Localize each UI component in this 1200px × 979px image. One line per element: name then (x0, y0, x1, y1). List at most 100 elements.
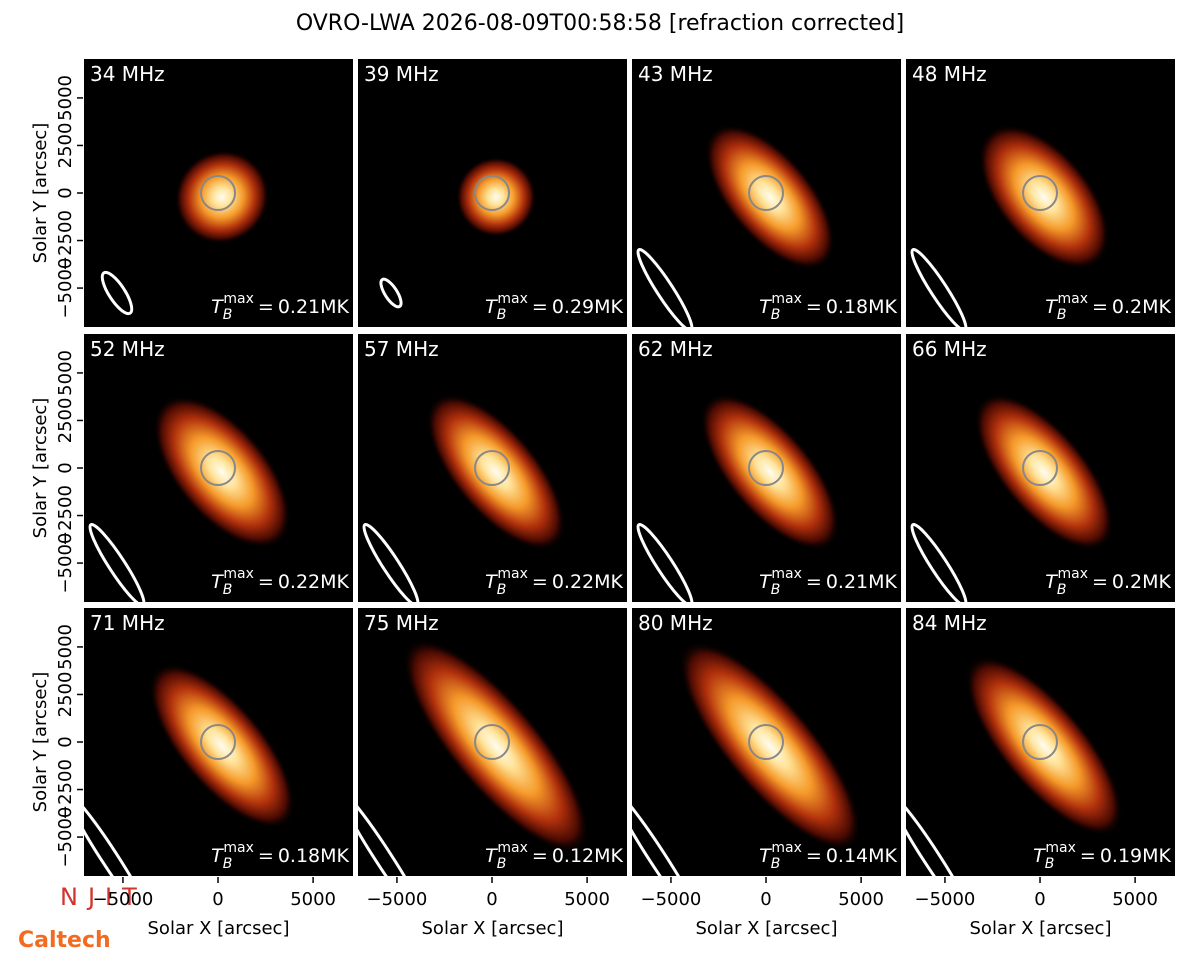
panel-frame (904, 332, 1177, 604)
solar-disk (1022, 724, 1059, 760)
emission (153, 395, 291, 549)
y-tick-label: −2500 (55, 210, 76, 271)
tb-value: 0.2MK (1112, 296, 1172, 318)
y-tick-label: 2500 (55, 398, 76, 444)
y-tick-label: 5000 (55, 624, 76, 670)
panel-frame (904, 57, 1177, 329)
solar-disk (474, 450, 511, 486)
tb-sup: max (223, 291, 254, 307)
beam (362, 523, 420, 603)
tb-value: 0.18MK (826, 296, 898, 318)
x-tick-label: 5000 (564, 889, 610, 910)
y-axis-label: Solar Y [arcsec] (30, 672, 51, 813)
x-axis-label: Solar X [arcsec] (148, 918, 290, 939)
panel-frame (356, 332, 629, 604)
tb-value: 0.29MK (552, 296, 624, 318)
y-tick-label: 2500 (55, 123, 76, 169)
beam (631, 788, 703, 877)
panel (83, 333, 354, 603)
emission (974, 393, 1114, 551)
tb-max-label: TBmax = 0.14MK (759, 840, 897, 872)
tb-sub: B (771, 582, 781, 598)
tb-max-label: TBmax = 0.22MK (485, 566, 623, 598)
frequency-label: 66 MHz (912, 337, 987, 361)
tb-value: 0.12MK (552, 845, 624, 867)
frequency-label: 75 MHz (364, 611, 439, 635)
emission (174, 150, 270, 244)
y-tick-label: −5000 (55, 807, 76, 868)
frequency-label: 84 MHz (912, 611, 987, 635)
tb-eq: = (806, 845, 822, 867)
frequency-label: 80 MHz (638, 611, 713, 635)
logo-njit: NJIT (60, 883, 147, 911)
tb-eq: = (806, 296, 822, 318)
tb-max-label: TBmax = 0.29MK (485, 291, 623, 323)
y-tick-label: 2500 (55, 672, 76, 718)
emission (402, 638, 590, 854)
tb-eq: = (1080, 845, 1096, 867)
y-axis-label: Solar Y [arcsec] (30, 398, 51, 539)
tb-value: 0.22MK (552, 571, 624, 593)
figure-title: OVRO-LWA 2026-08-09T00:58:58 [refraction… (296, 11, 904, 36)
x-tick-label: −5000 (366, 889, 427, 910)
beam (88, 523, 146, 603)
tb-max-label: TBmax = 0.2MK (1045, 291, 1171, 323)
tb-symbol: T (485, 845, 498, 867)
frequency-label: 48 MHz (912, 62, 987, 86)
x-tick-label: 5000 (290, 889, 336, 910)
solar-disk (748, 724, 785, 760)
tb-eq: = (1092, 296, 1108, 318)
tb-symbol: T (1045, 296, 1058, 318)
tb-sup: max (223, 566, 254, 582)
tb-max-label: TBmax = 0.21MK (211, 291, 349, 323)
tb-eq: = (806, 571, 822, 593)
tb-max-label: TBmax = 0.21MK (759, 566, 897, 598)
tb-sup: max (1057, 566, 1088, 582)
emission (978, 124, 1110, 270)
emission (704, 124, 836, 270)
solar-disk (748, 175, 785, 211)
tb-symbol: T (759, 845, 772, 867)
tb-sup: max (223, 840, 254, 856)
tb-sub: B (497, 582, 507, 598)
y-tick-label: 5000 (55, 350, 76, 396)
emission (456, 157, 537, 237)
x-tick-label: 5000 (1112, 889, 1158, 910)
y-tick-label: 5000 (55, 75, 76, 121)
solar-disk (474, 175, 511, 211)
tb-symbol: T (759, 571, 772, 593)
tb-eq: = (532, 296, 548, 318)
tb-eq: = (258, 571, 274, 593)
tb-sup: max (1045, 840, 1076, 856)
tb-sup: max (497, 566, 528, 582)
y-tick-label: −2500 (55, 759, 76, 820)
tb-max-label: TBmax = 0.12MK (485, 840, 623, 872)
tb-eq: = (1092, 571, 1108, 593)
tb-sub: B (497, 856, 507, 872)
x-tick-label: −5000 (640, 889, 701, 910)
panel (905, 333, 1176, 603)
x-tick-label: 0 (486, 889, 497, 910)
tb-sup: max (497, 291, 528, 307)
tb-sub: B (1045, 856, 1055, 872)
solar-disk (200, 724, 237, 760)
frequency-label: 34 MHz (90, 62, 165, 86)
tb-symbol: T (485, 571, 498, 593)
tb-symbol: T (1033, 845, 1046, 867)
tb-value: 0.2MK (1112, 571, 1172, 593)
tb-max-label: TBmax = 0.18MK (759, 291, 897, 323)
tb-value: 0.18MK (278, 845, 350, 867)
x-axis-label: Solar X [arcsec] (422, 918, 564, 939)
panel (631, 607, 902, 877)
emission (148, 663, 296, 829)
panel (83, 607, 354, 877)
tb-value: 0.22MK (278, 571, 350, 593)
frequency-label: 39 MHz (364, 62, 439, 86)
y-axis-label: Solar Y [arcsec] (30, 123, 51, 264)
x-axis-label: Solar X [arcsec] (970, 918, 1112, 939)
emission (678, 641, 862, 851)
solar-disk (200, 175, 237, 211)
panel (905, 607, 1176, 877)
frequency-label: 71 MHz (90, 611, 165, 635)
